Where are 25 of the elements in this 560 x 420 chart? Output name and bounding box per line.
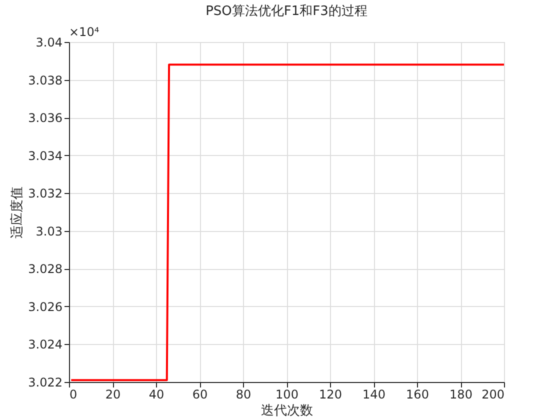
y-tick-label: 3.03 <box>36 224 62 238</box>
y-tick-label: 3.024 <box>28 338 62 352</box>
y-tick-label: 3.022 <box>28 376 62 390</box>
x-tick-label: 0 <box>70 388 78 402</box>
x-tick-label: 200 <box>482 388 504 402</box>
y-axis-title: 适应度值 <box>9 186 26 238</box>
chart-title: PSO算法优化F1和F3的过程 <box>206 4 368 19</box>
x-tick-label: 60 <box>192 388 208 402</box>
x-tick-label: 100 <box>276 388 298 402</box>
y-tick-label: 3.038 <box>28 73 62 88</box>
x-tick-label: 80 <box>236 388 252 402</box>
x-tick-label: 120 <box>319 388 342 402</box>
y-tick-label: 3.034 <box>28 148 62 163</box>
y-tick-label: 3.04 <box>36 36 62 50</box>
y-tick-label: 3.032 <box>28 186 62 201</box>
x-tick-label: 20 <box>105 388 121 402</box>
y-tick-label: 3.036 <box>28 111 62 126</box>
text: ×10⁴ <box>69 25 100 39</box>
x-axis-title: 迭代次数 <box>261 404 313 418</box>
y-tick-label: 3.028 <box>28 262 62 276</box>
x-tick-label: 180 <box>450 388 472 402</box>
y-tick-label: 3.026 <box>28 300 62 314</box>
x-tick-label: 40 <box>148 388 164 402</box>
x-tick-label: 160 <box>406 388 429 402</box>
x-tick-label: 140 <box>362 388 386 402</box>
